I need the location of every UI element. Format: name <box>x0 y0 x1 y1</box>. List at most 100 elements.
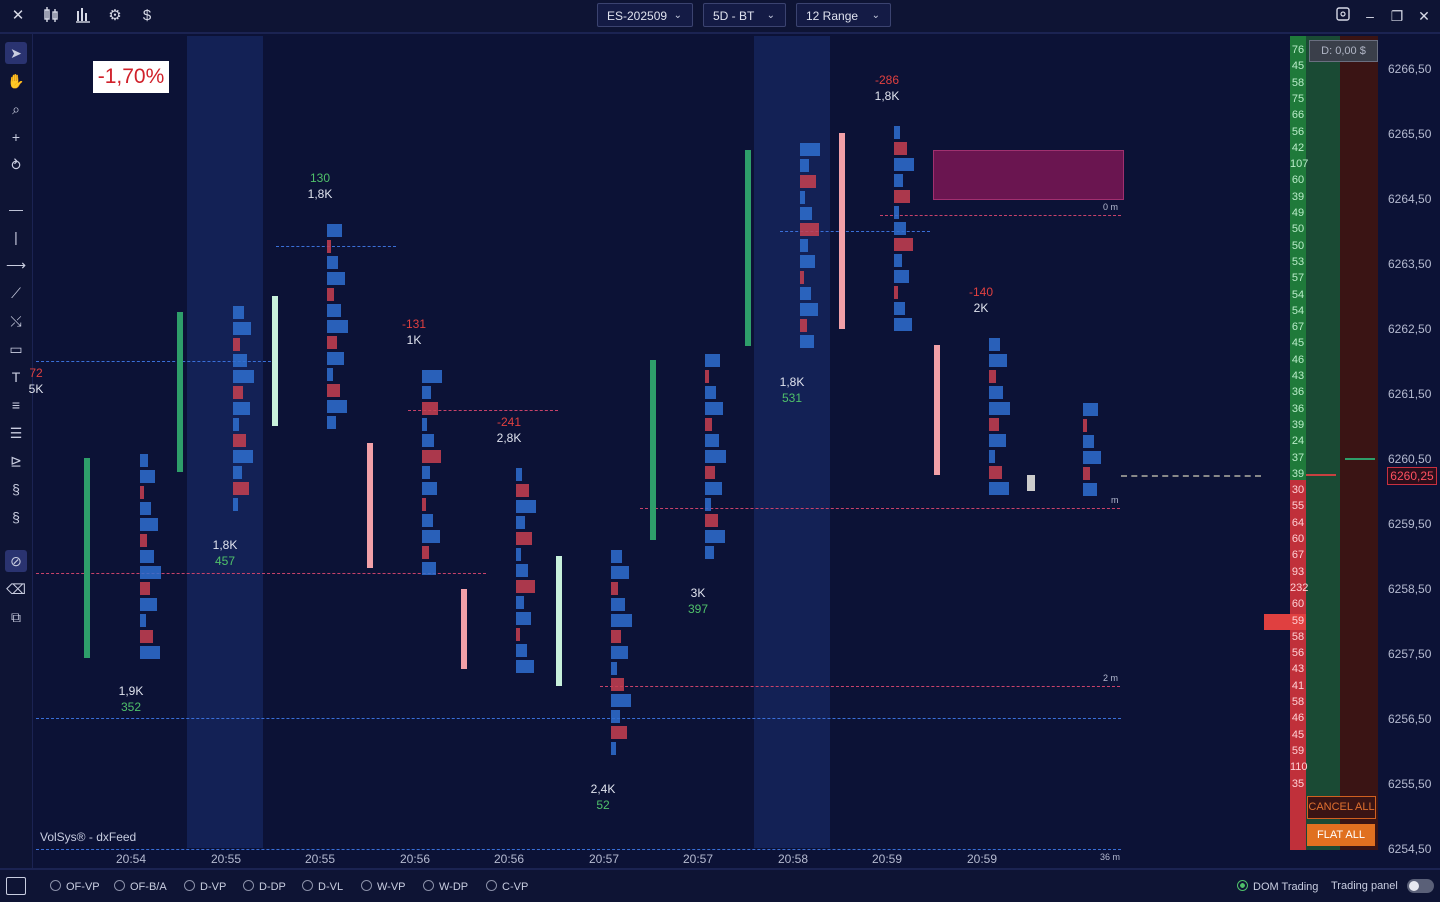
option-w-vp[interactable]: W-VP <box>361 880 406 893</box>
text-icon[interactable]: T <box>11 369 21 385</box>
bars-icon[interactable] <box>73 6 93 26</box>
footprint-bar <box>140 598 157 611</box>
polyline-icon[interactable]: ⤯ <box>10 313 22 329</box>
level-line <box>36 718 1121 719</box>
price-label: 6264,50 <box>1388 192 1432 206</box>
restore-icon[interactable]: ❐ <box>1390 8 1404 24</box>
footprint-bar <box>800 335 814 348</box>
candle-delta: 397 <box>687 602 709 616</box>
level-line <box>36 849 1121 850</box>
vertical-line-icon[interactable]: | <box>14 229 18 245</box>
minimize-icon[interactable]: – <box>1366 8 1374 24</box>
footprint-bar <box>989 370 996 383</box>
footprint-bar <box>233 450 253 463</box>
footprint-bar <box>611 662 617 675</box>
footprint-bar <box>800 191 805 204</box>
range-dropdown[interactable]: 12 Range ⌄ <box>796 3 891 27</box>
option-label: OF-B/A <box>130 881 167 893</box>
magnet-icon[interactable]: ⥁ <box>11 157 21 173</box>
footprint-bar <box>233 354 247 367</box>
flat-all-button[interactable]: FLAT ALL <box>1307 824 1375 846</box>
dom-volume-cell: 49 <box>1291 207 1305 219</box>
horizontal-line-icon[interactable]: — <box>9 201 23 217</box>
time-label: 20:55 <box>211 852 242 866</box>
footprint-bar <box>705 434 719 447</box>
currency-icon[interactable]: $ <box>142 7 152 24</box>
footprint-bar <box>516 564 528 577</box>
dom-buy-zone[interactable] <box>1306 36 1340 850</box>
option-label: D-VP <box>200 881 227 893</box>
price-label: 6261,50 <box>1388 387 1432 401</box>
price-label: 6266,50 <box>1388 62 1432 76</box>
option-label: OF-VP <box>66 881 100 893</box>
option-of-vp[interactable]: OF-VP <box>50 880 100 893</box>
screenshot-icon[interactable] <box>1333 6 1353 26</box>
option-w-dp[interactable]: W-DP <box>423 880 468 893</box>
time-label: 20:54 <box>116 852 147 866</box>
zone-rectangle[interactable] <box>933 150 1124 200</box>
footprint-bar <box>327 320 348 333</box>
hand-icon[interactable]: ✋ <box>7 73 25 89</box>
trendline-icon[interactable]: ⟋ <box>11 285 21 301</box>
footprint-bar <box>894 238 913 251</box>
close-icon[interactable]: ✕ <box>11 7 25 24</box>
cancel-all-button[interactable]: CANCEL ALL <box>1307 796 1376 819</box>
price-axis[interactable]: 6266,50 6265,50 6264,50 6263,50 6262,50 … <box>1380 36 1440 856</box>
dom-volume-cell: 56 <box>1291 647 1305 660</box>
candle-delta: 352 <box>120 700 142 714</box>
footprint-bar <box>705 418 712 431</box>
candles-icon[interactable] <box>41 6 61 26</box>
measure-icon[interactable]: § <box>12 481 20 497</box>
eraser-icon[interactable]: ⌫ <box>6 581 26 597</box>
ruler-icon[interactable]: ⊵ <box>10 453 22 469</box>
dom-volume-cell: 37 <box>1291 451 1305 464</box>
candle-body <box>839 133 845 329</box>
footprint-bar <box>516 484 529 497</box>
option-d-vl[interactable]: D-VL <box>302 880 343 893</box>
chevron-down-icon: ⌄ <box>673 10 682 21</box>
footprint-bar <box>894 174 903 187</box>
trading-panel-toggle[interactable] <box>1407 879 1434 893</box>
window-close-icon[interactable]: ✕ <box>1418 8 1430 24</box>
rectangle-icon[interactable]: ▭ <box>9 341 23 357</box>
candle-volume: 2,4K <box>590 782 616 796</box>
footprint-bar <box>1083 483 1097 496</box>
footprint-bar <box>327 384 340 397</box>
option-of-ba[interactable]: OF-B/A <box>114 880 167 893</box>
symbol-dropdown[interactable]: ES-202509 ⌄ <box>597 3 693 27</box>
layers-icon[interactable]: ⧉ <box>11 609 21 625</box>
time-label: 20:56 <box>494 852 525 866</box>
footprint-bar <box>422 514 433 527</box>
zoom-icon[interactable]: ⌕ <box>12 101 20 117</box>
fib-levels-icon[interactable]: ☰ <box>9 425 23 441</box>
ray-icon[interactable]: ⟶ <box>5 257 27 273</box>
lock-magnet-icon[interactable]: ⊘ <box>5 550 27 572</box>
price-label: 6255,50 <box>1388 777 1432 791</box>
footprint-bar <box>422 386 431 399</box>
footprint-bar <box>705 370 709 383</box>
gear-icon[interactable]: ⚙ <box>108 7 122 24</box>
footprint-bar <box>233 386 243 399</box>
measure-price-icon[interactable]: § <box>12 509 20 525</box>
option-c-vp[interactable]: C-VP <box>486 880 528 893</box>
dom-sell-zone[interactable] <box>1340 36 1378 850</box>
option-label: D-DP <box>259 881 286 893</box>
fib-icon[interactable]: ≡ <box>11 397 21 413</box>
footprint-bar <box>989 354 1007 367</box>
cursor-icon[interactable]: ➤ <box>5 42 27 64</box>
crosshair-icon[interactable]: + <box>11 129 21 145</box>
footprint-bar <box>327 400 347 413</box>
timeframe-dropdown[interactable]: 5D - BT ⌄ <box>703 3 786 27</box>
footprint-bar <box>516 644 527 657</box>
dom-trading-option[interactable]: DOM Trading <box>1237 880 1318 893</box>
layout-icon[interactable] <box>6 877 26 895</box>
footprint-bar <box>611 742 616 755</box>
footprint-bar <box>800 239 808 252</box>
time-label: 20:57 <box>589 852 620 866</box>
footprint-bar <box>705 354 720 367</box>
option-d-dp[interactable]: D-DP <box>243 880 286 893</box>
footprint-bar <box>516 660 534 673</box>
footprint-bar <box>705 530 725 543</box>
option-d-vp[interactable]: D-VP <box>184 880 226 893</box>
footprint-bar <box>611 678 624 691</box>
